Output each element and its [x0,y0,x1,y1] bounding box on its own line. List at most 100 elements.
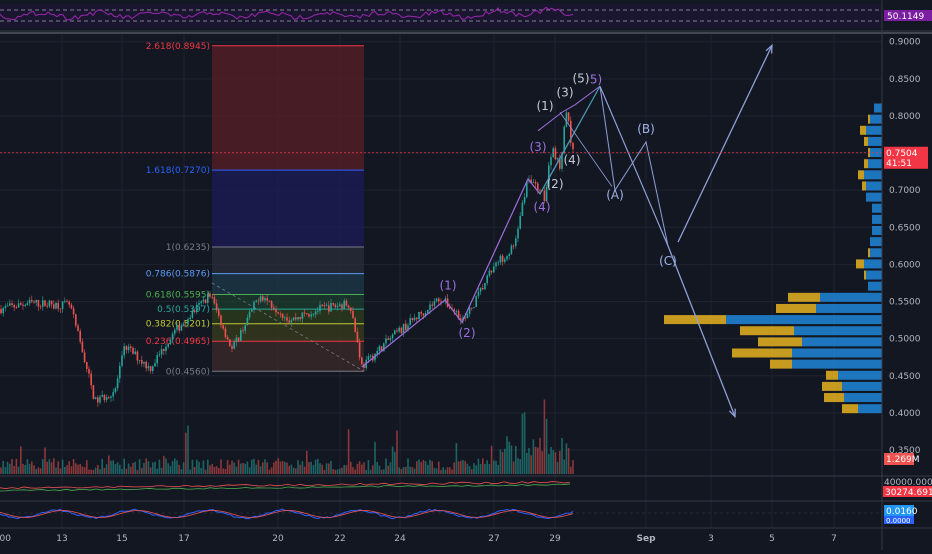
candle-body [22,304,24,306]
volume-bar [312,465,315,474]
candle-body [422,313,425,316]
volume-bar [231,460,233,474]
volume-bar [130,466,132,474]
volume-bar [222,468,224,474]
candle-body [328,305,330,312]
candle-body [134,351,136,354]
volume-bar [519,459,521,474]
volume-bar [512,461,515,474]
candle-body [532,182,535,183]
volume-bar [64,467,66,474]
volume-profile-sell [868,159,882,169]
candle-body [391,334,394,339]
volume-bar [11,459,13,474]
volume-bar [66,465,68,474]
volume-bar [556,461,559,474]
volume-bar [156,468,158,474]
volume-bar [402,467,405,474]
candle-body [475,296,477,307]
volume-bar [444,469,447,474]
volume-bar [545,418,548,474]
correction-path [599,86,669,246]
volume-bar [255,464,257,474]
volume-bar [189,469,191,474]
candle-body [407,325,409,330]
candle-body [354,318,356,332]
volume-bar [495,460,497,474]
volume-bar [354,469,356,474]
obv-signal-line [0,483,571,492]
volume-bar [501,452,504,474]
volume-bar [75,463,77,474]
volume-profile-buy [868,248,870,258]
volume-bar [253,458,255,474]
volume-profile-buy [864,159,868,169]
candle-body [299,317,301,319]
volume-bar [515,445,517,474]
candle-body [336,306,339,308]
volume-bar [83,467,86,474]
time-axis[interactable]: 06:00 13 15 17 20 22 24 27 29 Sep 3 5 7 [0,534,837,544]
candle-body [495,262,497,267]
candle-body [42,300,44,307]
candle-body [0,308,2,314]
volume-bar [336,469,339,474]
minor-wave-label-4: (4) [564,153,581,167]
volume-profile-sell [838,370,882,380]
volume-profile-sell [872,226,882,236]
obv-line [0,481,571,489]
volume-bar [295,468,297,474]
volume-bar [123,458,125,474]
volume-profile-sell [820,292,882,302]
volume-bar [182,462,185,474]
candle-body [189,317,191,320]
volume-bar [158,459,161,474]
candle-body [420,311,422,314]
candle-body [409,318,411,326]
volume-bar [110,460,112,474]
fib-zone [212,273,364,295]
volume-bar [209,465,211,474]
candle-body [471,307,473,309]
candle-body [196,304,198,313]
volume-bar [286,462,288,474]
volume-bar [171,461,174,474]
elliott-wave-drawing[interactable]: (1) (2) (3) (4) 5) (1) (2) (3) (4) (5) (A) (B) (C) [361,43,773,419]
volume-bar [343,464,345,474]
candle-body [449,307,451,309]
volume-bar [138,459,141,474]
volume-bar [427,464,429,474]
candle-body [88,368,90,374]
volume-bar [534,446,537,474]
volume-bar [246,461,249,474]
volume-bar [169,466,172,474]
candle-body [213,297,216,304]
candle-body [438,298,440,302]
volume-bar [440,469,442,474]
candle-body [545,186,548,202]
volume-bar [563,459,565,474]
candle-body [561,152,563,169]
volume-bar [248,467,251,474]
candle-body [224,328,227,338]
candle-body [440,301,442,303]
projection-up-arrow [677,45,773,243]
candle-body [193,310,196,313]
volume-bar [356,463,359,474]
fibonacci-extension[interactable]: 2.618(0.8945) 1.618(0.7270) 1(0.6235) 0.786… [146,42,365,378]
candle-body [466,313,469,319]
candle-body [35,299,37,303]
volume-bar [204,469,207,474]
volume-bar [165,458,167,474]
candle-body [28,299,31,304]
volume-bar [28,463,31,474]
candlestick-series [0,110,574,407]
volume-profile-sell [842,381,882,391]
volume-bar [121,469,123,474]
volume-bar [334,469,337,474]
candle-body [497,262,499,264]
time-tick-label: 7 [831,534,837,544]
volume-bar [229,464,231,474]
